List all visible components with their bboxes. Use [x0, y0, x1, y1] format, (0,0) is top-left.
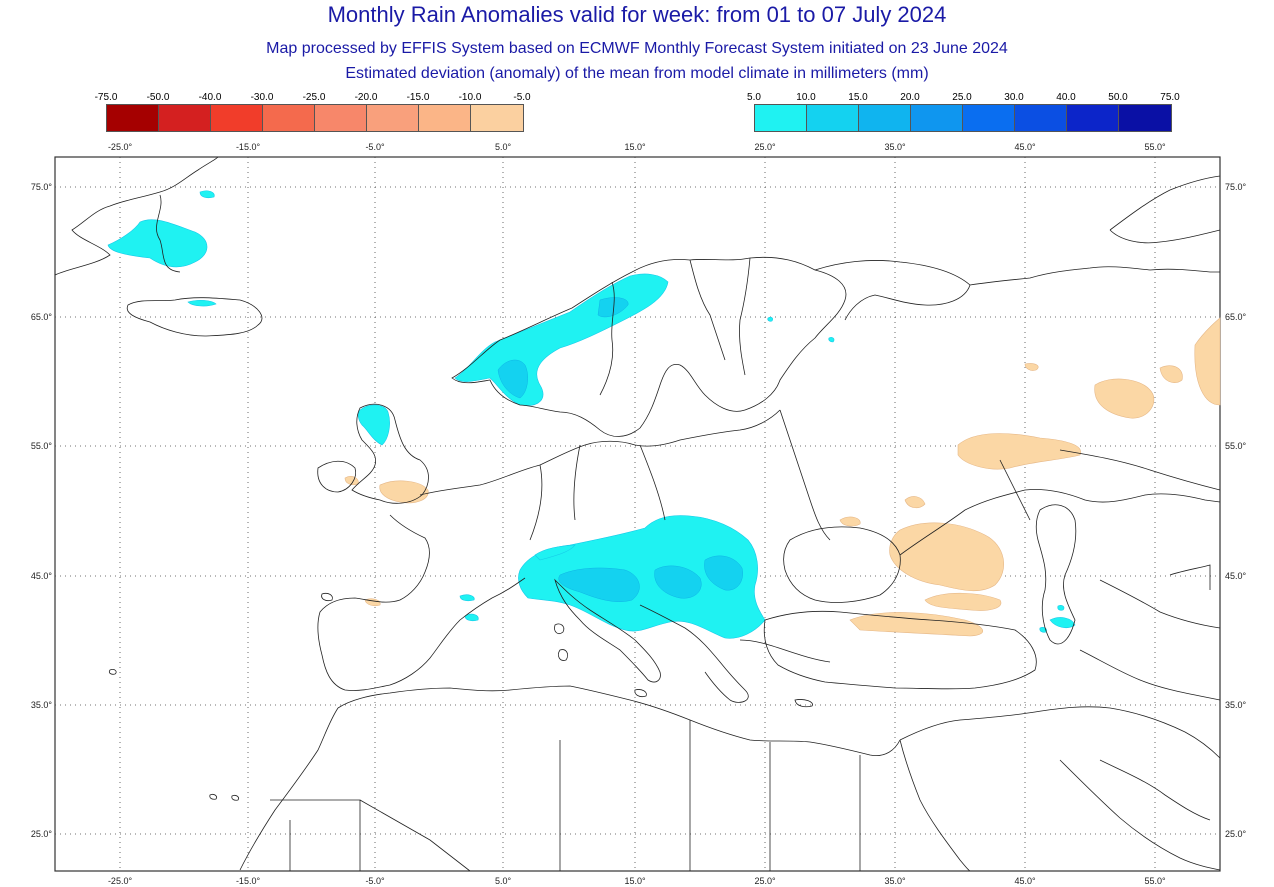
- legend-positive-colorbar: [754, 104, 1172, 132]
- legend-positive-tick-label: 15.0: [848, 92, 868, 103]
- legend-positive-tick-label: 50.0: [1108, 92, 1128, 103]
- coastlines-and-borders: [54, 156, 1221, 872]
- lon-label-bottom: 45.0°: [1014, 876, 1036, 886]
- lat-label-left: 65.0°: [31, 312, 53, 322]
- legend-positive-tick-label: 20.0: [900, 92, 920, 103]
- lon-label-top: -15.0°: [236, 142, 261, 152]
- map-frame: [54, 156, 1221, 872]
- lat-label-right: 55.0°: [1225, 441, 1247, 451]
- lon-label-bottom: 25.0°: [754, 876, 776, 886]
- map-subtitle-units: Estimated deviation (anomaly) of the mea…: [345, 65, 929, 82]
- legend-negative-tick-label: -50.0: [146, 92, 170, 103]
- legend-positive-tick-label: 30.0: [1004, 92, 1024, 103]
- legend-negative-tick-label: -15.0: [406, 92, 430, 103]
- legend-positive-swatch: [859, 105, 911, 131]
- legend-negative-tick-label: -75.0: [94, 92, 118, 103]
- legend-positive-swatch: [1067, 105, 1119, 131]
- legend-positive-swatch: [807, 105, 859, 131]
- lon-label-top: 15.0°: [624, 142, 646, 152]
- legend-positive-tick-label: 5.0: [747, 92, 761, 103]
- legend-negative-swatch: [159, 105, 211, 131]
- map-title: Monthly Rain Anomalies valid for week: f…: [327, 2, 947, 27]
- legend-negative-swatch: [211, 105, 263, 131]
- legend-positive-swatch: [1119, 105, 1171, 131]
- legend-negative-tick-label: -40.0: [198, 92, 222, 103]
- legend-positive-swatch: [1015, 105, 1067, 131]
- legend-negative-swatch: [107, 105, 159, 131]
- lat-label-right: 65.0°: [1225, 312, 1247, 322]
- legend-negative-colorbar: [106, 104, 524, 132]
- lon-label-top: -5.0°: [365, 142, 385, 152]
- legend-positive-swatch: [963, 105, 1015, 131]
- lon-label-top: 55.0°: [1144, 142, 1166, 152]
- axis-labels: -25.0° -25.0° -15.0° -15.0° -5.0° -5.0° 5.0° 5.…: [31, 142, 1247, 886]
- lon-label-top: 25.0°: [754, 142, 776, 152]
- lon-label-bottom: 35.0°: [884, 876, 906, 886]
- legend-negative-swatch: [315, 105, 367, 131]
- legend-positive-tick-label: 10.0: [796, 92, 816, 103]
- legend-negative-swatch: [419, 105, 471, 131]
- lat-label-right: 45.0°: [1225, 571, 1247, 581]
- legend-positive-swatch: [911, 105, 963, 131]
- lon-label-top: 35.0°: [884, 142, 906, 152]
- legend-negative-tick-label: -5.0: [513, 92, 531, 103]
- lat-label-left: 35.0°: [31, 700, 53, 710]
- lon-label-top: 45.0°: [1014, 142, 1036, 152]
- lat-label-right: 75.0°: [1225, 182, 1247, 192]
- lon-label-bottom: 15.0°: [624, 876, 646, 886]
- legend-negative-swatch: [367, 105, 419, 131]
- legend-negative-tick-label: -20.0: [354, 92, 378, 103]
- legend-negative-tick-label: -10.0: [458, 92, 482, 103]
- lon-label-bottom: -25.0°: [108, 876, 133, 886]
- positive-anomaly-cores: [497, 297, 743, 602]
- lon-label-top: -25.0°: [108, 142, 133, 152]
- lat-label-right: 35.0°: [1225, 700, 1247, 710]
- lat-label-left: 45.0°: [31, 571, 53, 581]
- legend-negative-tick-label: -25.0: [302, 92, 326, 103]
- legend-negative-swatch: [471, 105, 523, 131]
- lon-label-bottom: -15.0°: [236, 876, 261, 886]
- lon-label-bottom: 5.0°: [495, 876, 512, 886]
- lat-label-left: 55.0°: [31, 441, 53, 451]
- lon-label-bottom: -5.0°: [365, 876, 385, 886]
- negative-anomaly-areas: [344, 317, 1221, 637]
- legend-positive-tick-label: 40.0: [1056, 92, 1076, 103]
- legend-positive-swatch: [755, 105, 807, 131]
- legend-positive-tick-label: 75.0: [1160, 92, 1180, 103]
- legend-positive-tick-label: 25.0: [952, 92, 972, 103]
- lat-label-left: 25.0°: [31, 829, 53, 839]
- lat-label-right: 25.0°: [1225, 829, 1247, 839]
- lon-label-bottom: 55.0°: [1144, 876, 1166, 886]
- legend-negative-tick-label: -30.0: [250, 92, 274, 103]
- lon-label-top: 5.0°: [495, 142, 512, 152]
- lat-label-left: 75.0°: [31, 182, 53, 192]
- legend-negative-swatch: [263, 105, 315, 131]
- map-subtitle-source: Map processed by EFFIS System based on E…: [266, 40, 1008, 57]
